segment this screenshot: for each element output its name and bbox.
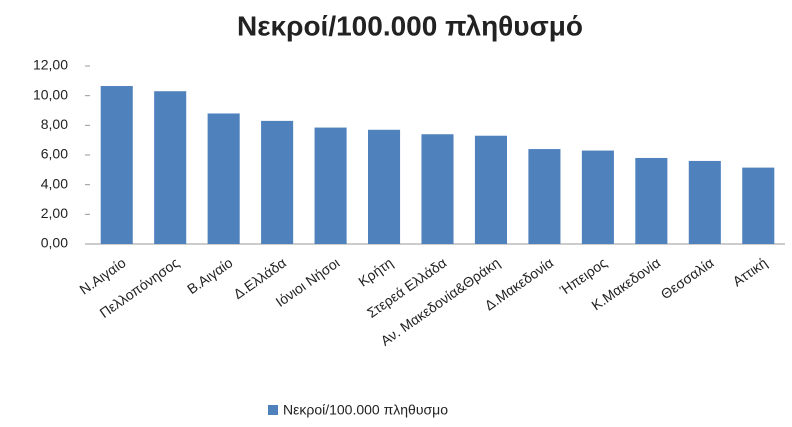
y-tick-label: 12,00	[33, 57, 68, 73]
bar	[742, 167, 775, 244]
chart-title: Νεκροί/100.000 πληθυσμό	[237, 10, 583, 41]
bar	[368, 129, 401, 244]
y-tick-label: 2,00	[41, 205, 68, 221]
y-tick-label: 4,00	[41, 175, 68, 191]
y-tick-label: 6,00	[41, 146, 68, 162]
bar	[261, 120, 294, 244]
bar	[154, 91, 187, 244]
legend-swatch	[268, 405, 278, 415]
bar	[688, 160, 721, 244]
bar	[528, 149, 561, 244]
y-tick-label: 8,00	[41, 116, 68, 132]
bar	[581, 150, 614, 244]
bar	[421, 134, 454, 244]
bar	[100, 86, 133, 245]
x-tick-label: Β.Αιγαίο	[184, 254, 236, 297]
y-tick-label: 10,00	[33, 86, 68, 102]
bar	[474, 135, 507, 244]
x-tick-label: Αττική	[730, 254, 771, 289]
bar	[635, 157, 668, 244]
x-tick-label: Θεσσαλία	[658, 254, 717, 302]
legend-label: Νεκροί/100.000 πληθυσμο	[283, 402, 448, 418]
y-tick-label: 0,00	[41, 235, 68, 251]
bar	[207, 113, 240, 244]
x-tick-label: Κρήτη	[355, 254, 396, 289]
bar	[314, 127, 347, 244]
